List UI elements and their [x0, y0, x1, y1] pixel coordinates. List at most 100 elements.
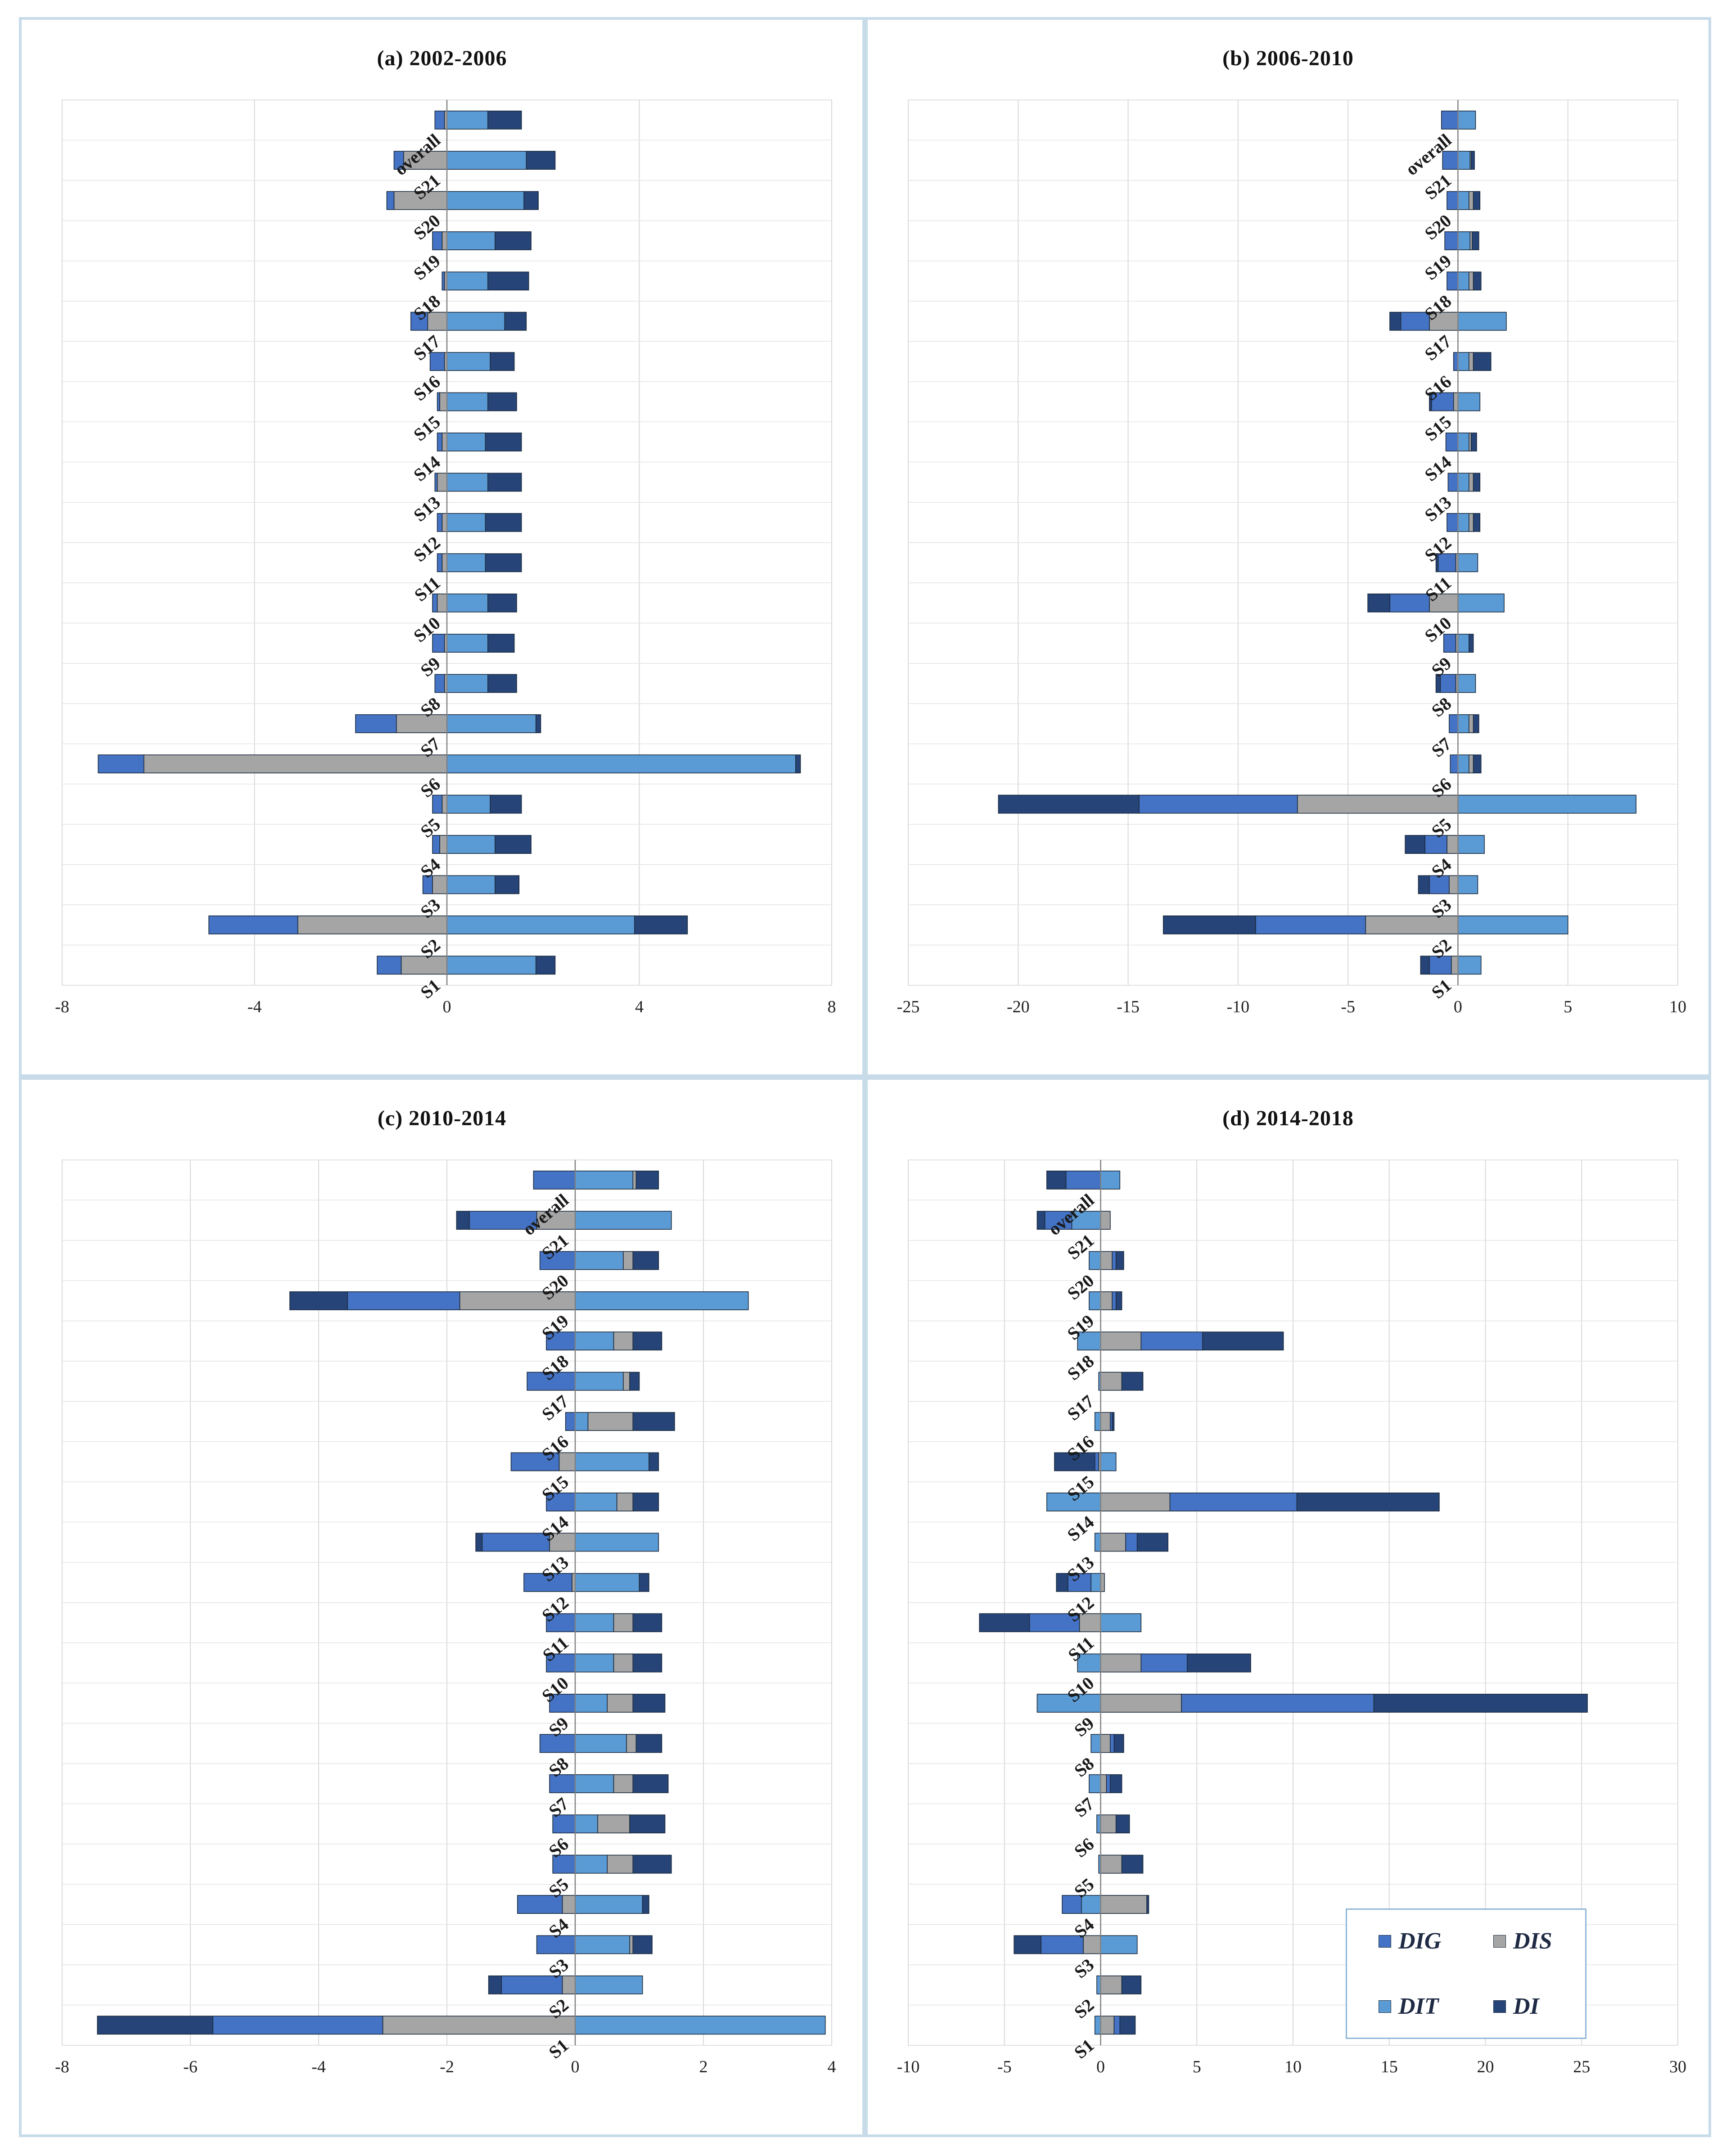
x-tick-label: -8: [55, 997, 69, 1016]
bar-di-s2: [634, 915, 688, 934]
bar-dig-s10: [432, 593, 438, 613]
bar-dis-s17: [1100, 1371, 1122, 1391]
category-label: S1: [416, 975, 444, 1003]
bar-dig-s7: [1106, 1774, 1111, 1793]
bar-dit-s10: [575, 1653, 614, 1673]
bar-dig-s1: [212, 2016, 383, 2035]
bar-di-s2: [1163, 915, 1256, 934]
category-label: S17: [1064, 1391, 1098, 1424]
category-label: S6: [1070, 1834, 1098, 1862]
x-tick-label: 0: [443, 997, 451, 1016]
bar-di-s1: [535, 956, 556, 975]
bar-dig-s12: [1447, 513, 1459, 532]
bar-dig-s13: [1125, 1533, 1138, 1552]
bar-dig-s16: [1453, 352, 1459, 371]
bar-dit-overall: [575, 1170, 634, 1190]
bar-dig-s7: [549, 1774, 576, 1793]
bar-dis-s16: [587, 1412, 634, 1431]
x-tick-label: -10: [1227, 997, 1250, 1016]
bar-dis-s2: [297, 915, 447, 934]
category-label: S1: [545, 2035, 572, 2063]
bar-dit-s1: [575, 2016, 826, 2035]
bar-dig-s21: [1044, 1211, 1073, 1230]
bar-dit-s2: [1457, 915, 1568, 934]
bar-dis-s7: [613, 1774, 634, 1793]
bar-dig-s18: [1140, 1331, 1203, 1351]
panel-c-chart: -8 -6 -4 -2 0 2 4S1S2S3S4S5S6S7S8S9S10S11S12S1…: [55, 1159, 836, 2076]
bar-dis-s7: [1100, 1774, 1107, 1793]
bar-dig-s21: [1442, 151, 1459, 170]
bar-dis-s20: [1469, 191, 1474, 210]
bar-dit-s15: [1100, 1452, 1117, 1471]
bar-dit-s11: [575, 1613, 614, 1633]
legend-swatch-dis: [1493, 1935, 1506, 1948]
bar-di-s12: [1473, 513, 1481, 532]
bar-dig-s19: [347, 1291, 460, 1310]
category-label: S1: [1428, 975, 1455, 1003]
bar-dit-s20: [1089, 1251, 1101, 1270]
bar-dis-s6: [1100, 1814, 1117, 1834]
x-tick-label: 5: [1193, 2057, 1201, 2076]
bar-dig-s1: [1113, 2016, 1121, 2035]
bar-dis-s5: [442, 794, 447, 814]
bar-dit-s19: [1089, 1291, 1101, 1310]
bar-di-overall: [1046, 1170, 1067, 1190]
bar-dig-s3: [1041, 1935, 1084, 1954]
bar-dit-overall: [446, 110, 488, 130]
bar-dis-s20: [623, 1251, 634, 1270]
bar-di-s11: [632, 1613, 662, 1633]
bar-dit-s13: [446, 473, 488, 492]
bar-dit-s20: [575, 1251, 624, 1270]
bar-di-s5: [998, 794, 1140, 814]
bar-dit-s3: [575, 1935, 630, 1954]
x-tick-label: -15: [1117, 997, 1140, 1016]
bar-di-s3: [495, 875, 520, 894]
category-label: S14: [1064, 1512, 1098, 1545]
bar-di-s7: [1110, 1774, 1122, 1793]
bar-dis-s13: [437, 473, 447, 492]
bar-dig-s12: [1068, 1573, 1091, 1592]
bar-dit-s6: [1457, 754, 1469, 774]
bar-dit-s20: [1457, 191, 1469, 210]
bar-dis-s4: [562, 1895, 576, 1914]
bar-di-s20: [1115, 1251, 1124, 1270]
bar-di-s19: [1115, 1291, 1122, 1310]
bar-dit-s19: [1457, 231, 1471, 250]
bar-dig-s10: [546, 1653, 576, 1673]
bar-di-s17: [504, 311, 527, 331]
bar-dis-s8: [1100, 1734, 1111, 1753]
bar-dit-s2: [575, 1975, 643, 1994]
bar-dig-s5: [1139, 794, 1298, 814]
bar-dit-s8: [575, 1734, 627, 1753]
bar-dig-s14: [546, 1493, 576, 1511]
bar-dig-s9: [1443, 634, 1456, 653]
bar-dit-s11: [446, 553, 486, 573]
bar-di-s19: [495, 231, 532, 250]
panel-b-title: (b) 2006-2010: [1222, 46, 1354, 70]
bar-dig-s11: [1029, 1613, 1080, 1633]
bar-di-s14: [485, 433, 522, 451]
bar-dit-s14: [446, 433, 486, 451]
bar-dig-s11: [437, 553, 443, 573]
bar-dig-s13: [482, 1533, 550, 1552]
panel-b-chart: -25 -20 -15 -10 -5 0 5 10S1S2S3S4S5S6S7S8S9S10S…: [897, 99, 1686, 1016]
bar-dig-s18: [1447, 271, 1459, 291]
bar-dis-s11: [442, 553, 447, 573]
bar-di-s2: [488, 1975, 502, 1994]
bar-dis-s3: [1449, 875, 1459, 894]
bar-dis-s21: [536, 1211, 576, 1230]
bar-di-s8: [1113, 1734, 1124, 1753]
bar-dit-s6: [1096, 1814, 1101, 1834]
bar-dig-s9: [549, 1694, 576, 1713]
bar-dit-s16: [446, 352, 491, 371]
panel-c: (c) 2010-2014 -8 -6 -4 -2 0 2 4 S1 S2 S3 S4 S5 S6 S7 S…: [19, 1077, 865, 2137]
x-tick-label: -4: [311, 2057, 326, 2076]
bar-dit-s5: [575, 1854, 608, 1874]
bar-dig-s13: [434, 473, 438, 492]
bar-di-s3: [1418, 875, 1430, 894]
bar-dit-s17: [1457, 311, 1507, 331]
bar-dit-s4: [446, 835, 496, 854]
bar-di-s9: [487, 634, 515, 653]
bar-dis-s5: [1297, 794, 1459, 814]
bar-dig-s19: [432, 231, 443, 250]
